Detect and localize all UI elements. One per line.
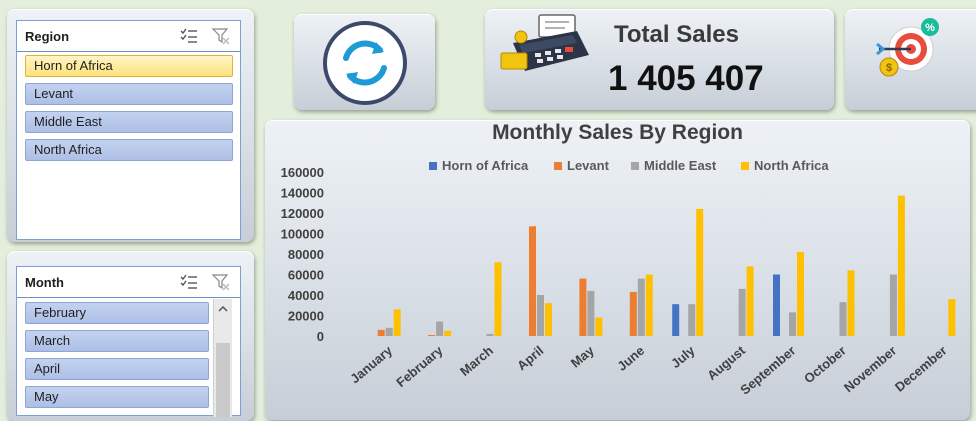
total-sales-card: Total Sales 1 405 407: [485, 9, 834, 110]
legend-label-levant: Levant: [567, 158, 609, 173]
region-item-middle-east[interactable]: Middle East: [25, 111, 233, 133]
region-slicer-header: Region: [17, 21, 240, 52]
svg-text:%: %: [925, 22, 935, 34]
legend-label-horn-of-africa: Horn of Africa: [442, 158, 529, 173]
chart-title: Monthly Sales By Region: [492, 121, 743, 144]
month-slicer-scrollbar[interactable]: [213, 299, 232, 417]
legend-horn-of-africa: Horn of Africa: [429, 158, 528, 173]
clear-filter-icon[interactable]: [212, 273, 230, 291]
month-slicer-title: Month: [25, 275, 64, 290]
region-item-levant[interactable]: Levant: [25, 83, 233, 105]
month-item-may[interactable]: May: [25, 386, 209, 408]
region-slicer: Region Horn of Africa Levant Middle East…: [16, 20, 241, 240]
month-item-march[interactable]: March: [25, 330, 209, 352]
legend-swatch-north-africa: [741, 162, 749, 170]
legend-label-north-africa: North Africa: [754, 158, 829, 173]
clear-filter-icon[interactable]: [212, 27, 230, 45]
multi-select-icon[interactable]: [180, 273, 198, 291]
legend-north-africa: North Africa: [741, 158, 829, 173]
multi-select-icon[interactable]: [180, 27, 198, 45]
legend-swatch-horn-of-africa: [429, 162, 437, 170]
total-sales-value: 1 405 407: [608, 59, 764, 98]
refresh-button[interactable]: [294, 14, 435, 110]
card-terminal-icon: [500, 14, 589, 71]
legend-label-middle-east: Middle East: [644, 158, 717, 173]
svg-text:$: $: [886, 62, 892, 74]
month-item-april[interactable]: April: [25, 358, 209, 380]
total-sales-label: Total Sales: [614, 21, 739, 48]
scroll-up-icon[interactable]: [218, 305, 228, 313]
target-card: % $: [845, 9, 976, 110]
region-item-north-africa[interactable]: North Africa: [25, 139, 233, 161]
month-slicer-header: Month: [17, 267, 240, 298]
month-slicer: Month February March April May: [16, 266, 241, 417]
month-item-february[interactable]: February: [25, 302, 209, 324]
region-item-horn-of-africa[interactable]: Horn of Africa: [25, 55, 233, 77]
legend-middle-east: Middle East: [631, 158, 716, 173]
chart-panel: Monthly Sales By Region Horn of Africa L…: [265, 120, 970, 420]
region-slicer-title: Region: [25, 29, 70, 44]
refresh-icon: [323, 21, 407, 105]
legend-levant: Levant: [554, 158, 609, 173]
target-icon: % $: [876, 18, 939, 77]
legend-swatch-middle-east: [631, 162, 639, 170]
legend-swatch-levant: [554, 162, 562, 170]
scroll-thumb[interactable]: [216, 343, 230, 417]
